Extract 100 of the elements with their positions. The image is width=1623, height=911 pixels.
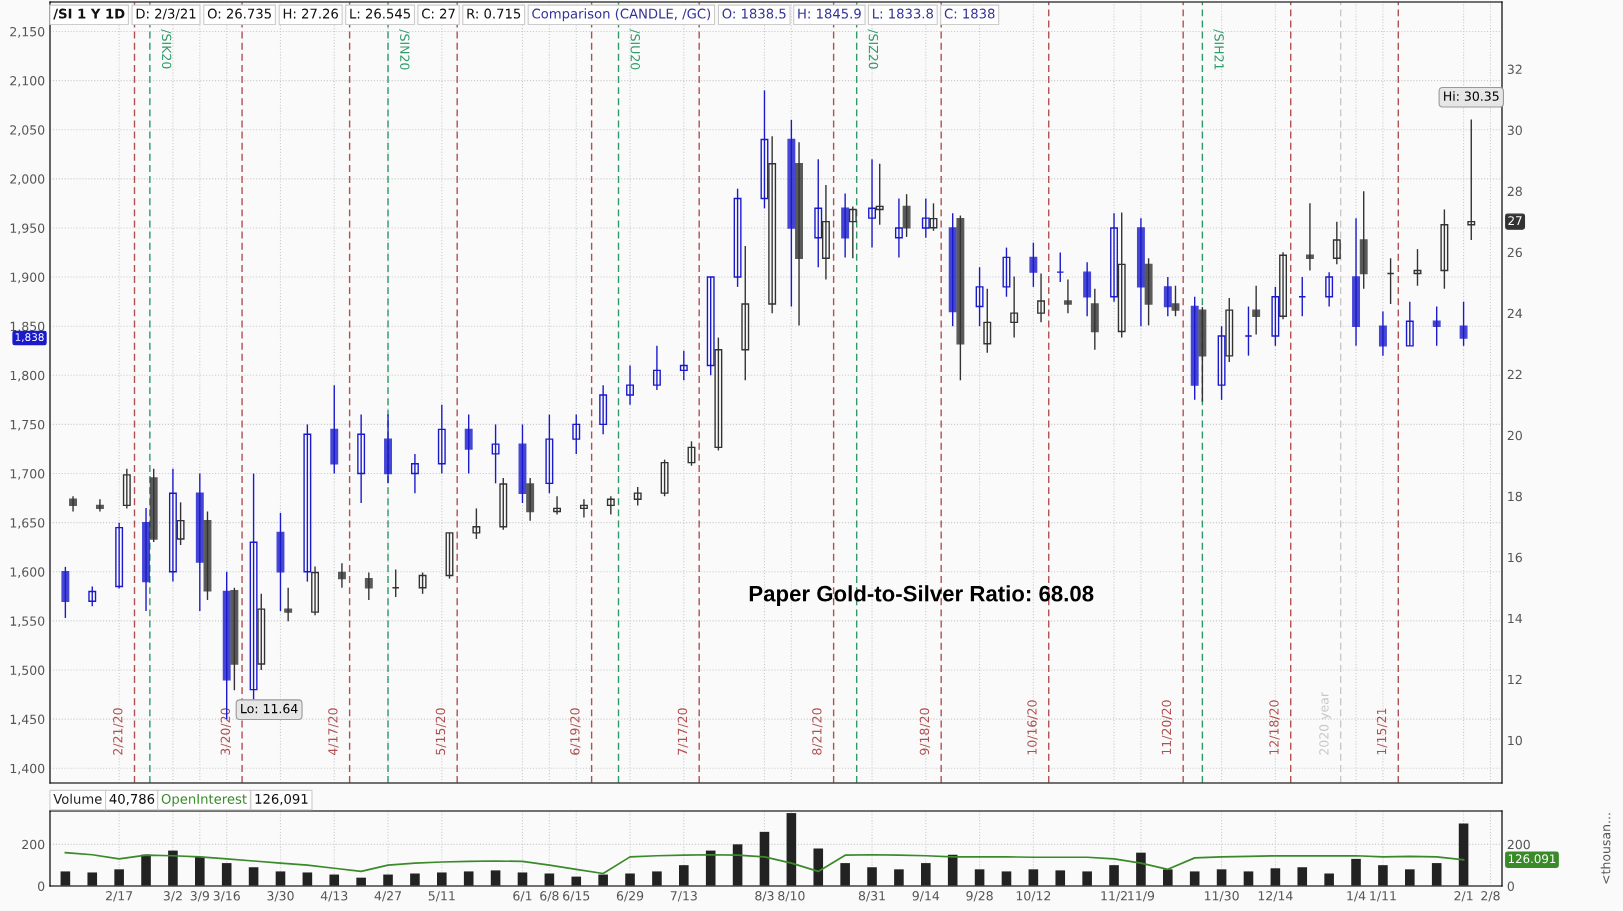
y2-tick-label: 32 <box>1507 64 1522 75</box>
candlestick <box>257 593 266 671</box>
candlestick <box>599 384 608 435</box>
ref-line-label: 1/15/21 <box>1376 708 1388 755</box>
x-tick-label: 6/1 <box>513 891 532 902</box>
candlestick <box>741 245 750 381</box>
x-tick-label: 8/10 <box>778 891 805 902</box>
y2-tick-label: 200 <box>1507 839 1530 850</box>
bar <box>947 854 958 886</box>
x-tick-label: 9/28 <box>966 891 993 902</box>
candlestick <box>633 486 642 507</box>
y2-tick-label: 26 <box>1507 247 1522 258</box>
x-tick-label: 8/3 <box>755 891 774 902</box>
x-tick-label: 12/14 <box>1258 891 1293 902</box>
y2-tick-label: 16 <box>1508 552 1522 563</box>
x-tick-label: 5/11 <box>428 891 455 902</box>
candlestick <box>357 413 366 504</box>
x-tick-label: 11/9 <box>1128 891 1155 902</box>
candlestick <box>1063 278 1072 314</box>
annotation: L: 26.545 <box>350 8 410 19</box>
annotation: C: 1838 <box>944 8 995 19</box>
y-tick-label: 1,750 <box>10 419 45 431</box>
y-tick-label: 1,400 <box>10 763 45 775</box>
bar <box>1351 858 1361 886</box>
x-tick-label: 2/17 <box>106 891 133 902</box>
bar <box>114 869 124 886</box>
x-tick-label: 6/15 <box>563 891 590 902</box>
y-tick-label: 1,700 <box>10 469 45 480</box>
candlestick <box>1332 220 1341 266</box>
bar <box>248 867 259 886</box>
x-tick-label: 3/2 <box>163 891 182 902</box>
candlestick <box>115 521 124 590</box>
bar <box>168 850 178 886</box>
y-tick-label: 1,650 <box>10 518 45 529</box>
ref-line-label: 2/21/20 <box>113 708 124 755</box>
y-tick-label: 1,950 <box>10 223 45 235</box>
candlestick <box>1110 212 1118 303</box>
ref-line-label: 3/20/20 <box>220 708 232 755</box>
bar <box>490 870 501 886</box>
text: 1,838 <box>15 333 44 343</box>
ref-line-label: 12/18/20 <box>1269 700 1280 755</box>
y2-axis-title: <thousan... <box>1600 813 1611 884</box>
candlestick <box>1440 208 1449 290</box>
candlestick <box>437 404 446 475</box>
bar <box>867 867 877 886</box>
candlestick <box>1467 118 1476 241</box>
y2-tick-label: 22 <box>1507 369 1522 379</box>
candlestick <box>1010 275 1019 339</box>
ref-line-label: 11/20/20 <box>1161 700 1173 755</box>
annotation: L: 1833.8 <box>873 8 933 19</box>
bar <box>1405 869 1415 886</box>
bar <box>302 872 313 886</box>
candlestick <box>176 501 185 546</box>
y-tick-label: 2,100 <box>10 76 45 87</box>
bar <box>1243 871 1254 886</box>
bar <box>1136 852 1146 886</box>
candlestick <box>553 495 562 516</box>
y-tick-label: 1,800 <box>10 370 45 382</box>
candlestick <box>1279 251 1288 320</box>
x-tick-label: 3/30 <box>267 891 294 902</box>
bar <box>329 874 340 886</box>
bar <box>1324 873 1334 886</box>
x-tick-label: 2/8 <box>1481 891 1500 902</box>
annotation: R: 0.715 <box>467 8 521 19</box>
x-tick-label: 3/16 <box>213 891 240 902</box>
y-tick-label: 2,150 <box>10 26 45 38</box>
y-tick-label: 1,600 <box>10 567 45 578</box>
ref-line-label: /SIN20 <box>399 29 410 70</box>
ref-line-label: 7/17/20 <box>677 708 689 755</box>
bar <box>1189 871 1200 886</box>
line-series <box>64 851 1465 875</box>
bar <box>1270 868 1281 886</box>
y2-tick-label: 28 <box>1507 186 1522 197</box>
candlestick <box>760 89 769 209</box>
bar <box>1082 871 1092 886</box>
bar <box>141 854 151 886</box>
candlestick <box>61 566 70 619</box>
annotation: Hi: 30.35 <box>1444 91 1499 101</box>
y-tick-label: 1,550 <box>10 616 45 628</box>
x-tick-label: 4/27 <box>374 891 401 902</box>
candlestick <box>1217 325 1226 401</box>
annotation: H: 27.26 <box>283 8 338 19</box>
annotation: Lo: 11.64 <box>241 703 298 714</box>
x-tick-label: 6/8 <box>540 891 559 902</box>
text: OpenInterest <box>161 793 247 807</box>
x-tick-label: 1/11 <box>1370 891 1396 902</box>
x-tick-label: 1/4 <box>1347 891 1366 902</box>
x-tick-label: 4/13 <box>320 891 348 902</box>
y-tick-label: 0 <box>38 881 45 891</box>
y2-tick-label: 10 <box>1508 735 1522 746</box>
x-tick-label: 9/14 <box>912 891 940 902</box>
text: 126,091 <box>255 793 308 806</box>
candlestick <box>1413 248 1422 287</box>
x-tick-label: 11/30 <box>1204 891 1239 902</box>
candlestick <box>303 423 312 583</box>
bar <box>1055 870 1066 886</box>
y2-tick-label: 20 <box>1507 430 1522 441</box>
bar <box>894 869 904 886</box>
ref-line-label: 5/15/20 <box>435 708 447 755</box>
ref-line-label: /SIZ20 <box>867 29 879 69</box>
